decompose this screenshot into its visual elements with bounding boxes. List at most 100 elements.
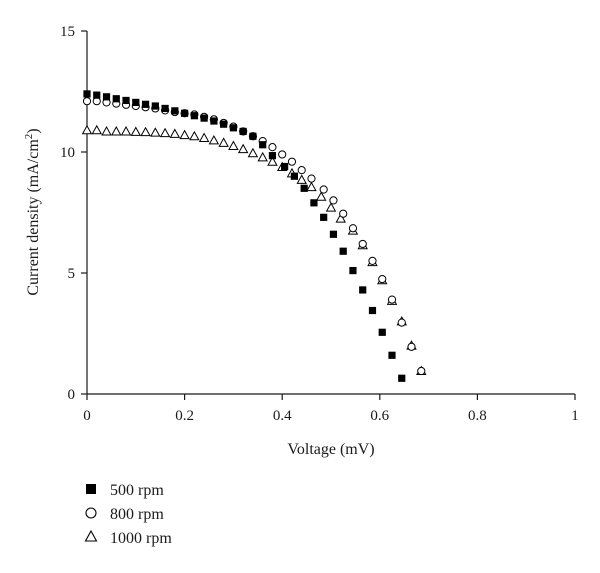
- series-1000-rpm: [81, 124, 427, 376]
- data-point: [339, 247, 347, 255]
- data-point: [300, 184, 308, 192]
- data-point: [290, 172, 298, 180]
- data-point: [181, 109, 189, 117]
- data-point: [101, 126, 112, 136]
- legend: 500 rpm 800 rpm 1000 rpm: [84, 482, 172, 547]
- axes: [86, 31, 575, 395]
- data-point: [417, 366, 426, 376]
- data-point: [141, 100, 150, 108]
- data-point: [249, 132, 257, 140]
- data-point: [198, 132, 210, 142]
- data-point: [296, 174, 307, 184]
- data-point: [81, 124, 93, 135]
- x-tick-label: 1: [571, 408, 579, 424]
- data-point: [378, 274, 387, 284]
- data-point: [82, 97, 92, 106]
- data-point: [329, 196, 338, 205]
- data-point: [257, 151, 268, 162]
- data-point: [329, 230, 338, 238]
- x-tick-label: 0.6: [370, 408, 389, 424]
- data-point: [132, 98, 140, 106]
- data-point: [218, 137, 229, 147]
- legend-label-800rpm: 800 rpm: [110, 506, 164, 523]
- series-500-rpm: [83, 90, 406, 382]
- data-point: [378, 328, 386, 336]
- data-point: [189, 130, 200, 141]
- data-point: [397, 318, 406, 327]
- y-tick-label: 15: [60, 24, 75, 40]
- data-point: [368, 306, 377, 315]
- data-point: [93, 91, 101, 99]
- data-point: [83, 90, 91, 98]
- data-point: [267, 156, 278, 166]
- y-axis-title-main: Current density (mA/cm: [25, 139, 42, 296]
- data-point: [120, 126, 132, 136]
- data-point: [349, 266, 357, 275]
- data-point: [247, 147, 259, 158]
- legend-marker-500rpm: [86, 484, 96, 494]
- data-point: [237, 143, 249, 154]
- data-point: [140, 126, 151, 137]
- y-axis-title: Current density (mA/cm2): [23, 128, 42, 295]
- data-point: [348, 224, 358, 233]
- data-point: [398, 374, 406, 382]
- plot-markers: [81, 90, 427, 382]
- legend-label-1000rpm: 1000 rpm: [110, 530, 172, 547]
- data-point: [239, 127, 247, 136]
- data-point: [388, 351, 396, 359]
- data-point: [339, 209, 348, 218]
- data-point: [229, 124, 237, 132]
- data-point: [387, 295, 397, 304]
- data-point: [228, 140, 239, 150]
- data-point: [359, 286, 367, 294]
- data-point: [268, 143, 277, 152]
- data-point: [200, 114, 208, 122]
- y-axis-title-end: ): [25, 128, 42, 133]
- data-point: [102, 93, 111, 101]
- data-point: [151, 102, 159, 110]
- data-point: [268, 152, 277, 160]
- data-point: [407, 342, 416, 351]
- y-tick-label: 10: [60, 145, 75, 161]
- data-point: [315, 191, 327, 201]
- data-point: [122, 96, 130, 105]
- data-point: [190, 112, 198, 120]
- data-point: [112, 95, 120, 103]
- data-point: [287, 157, 297, 166]
- data-point: [335, 213, 347, 223]
- data-point: [159, 127, 171, 138]
- data-point: [306, 181, 317, 192]
- data-point: [310, 199, 318, 207]
- y-axis-title-sup: 2: [23, 134, 35, 140]
- data-point: [130, 126, 142, 136]
- data-point: [210, 117, 218, 125]
- data-point: [307, 174, 316, 183]
- data-point: [320, 213, 328, 221]
- data-point: [171, 107, 179, 115]
- legend-marker-1000rpm: [84, 529, 98, 542]
- x-tick-label: 0.4: [273, 408, 292, 424]
- data-point: [278, 150, 287, 159]
- x-tick-label: 0: [83, 408, 91, 424]
- legend-label-500rpm: 500 rpm: [110, 482, 164, 499]
- data-point: [358, 239, 367, 249]
- y-tick-label: 0: [68, 387, 76, 403]
- data-point: [208, 134, 220, 145]
- x-tick-label: 0.2: [175, 408, 194, 424]
- data-point: [319, 185, 328, 194]
- data-point: [325, 202, 337, 212]
- data-point: [179, 129, 190, 140]
- data-point: [91, 124, 103, 135]
- data-point: [150, 127, 161, 137]
- y-tick-label: 5: [68, 266, 76, 282]
- data-point: [297, 166, 306, 175]
- data-point: [169, 128, 181, 138]
- data-point: [281, 162, 289, 171]
- data-point: [220, 120, 228, 128]
- data-point: [259, 141, 267, 149]
- x-tick-label: 0.8: [468, 408, 487, 424]
- data-point: [161, 104, 169, 113]
- x-axis-title: Voltage (mV): [287, 441, 374, 458]
